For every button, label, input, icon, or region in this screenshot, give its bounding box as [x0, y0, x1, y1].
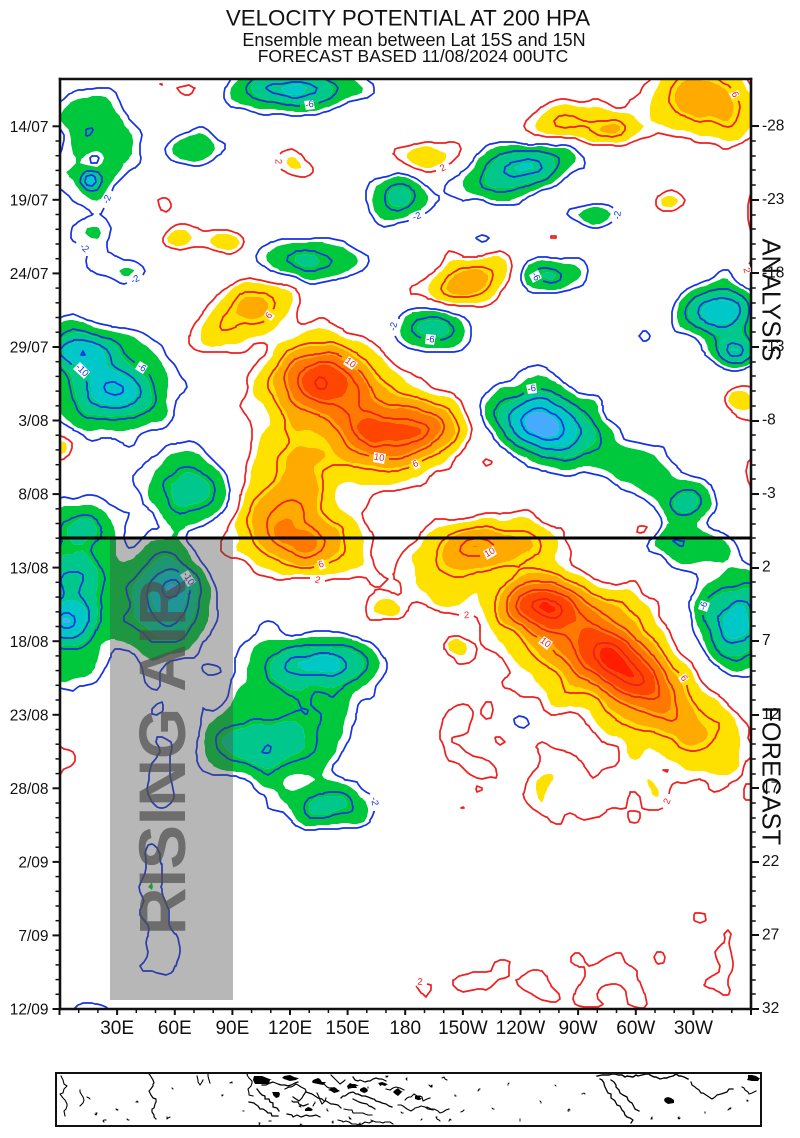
svg-text:-23: -23 — [762, 191, 784, 208]
svg-text:32: 32 — [762, 1000, 779, 1017]
svg-text:-2: -2 — [612, 210, 624, 220]
svg-text:-13: -13 — [762, 338, 784, 355]
svg-text:18/08: 18/08 — [10, 634, 49, 651]
svg-text:-6: -6 — [527, 383, 537, 395]
svg-text:12: 12 — [762, 706, 779, 723]
svg-text:FORECAST BASED 11/08/2024 00U: FORECAST BASED 11/08/2024 00UTC — [258, 46, 569, 66]
svg-text:2: 2 — [417, 977, 423, 988]
svg-text:2: 2 — [762, 559, 771, 576]
svg-text:2: 2 — [740, 266, 752, 274]
svg-text:23/08: 23/08 — [10, 707, 49, 724]
svg-text:120W: 120W — [496, 1018, 546, 1039]
svg-text:150W: 150W — [438, 1018, 488, 1039]
svg-text:28/08: 28/08 — [10, 781, 49, 798]
svg-text:Ensemble mean between Lat 15S: Ensemble mean between Lat 15S and 15N — [242, 30, 585, 50]
svg-text:-2: -2 — [368, 796, 380, 806]
svg-text:6: 6 — [263, 310, 275, 321]
svg-text:10: 10 — [483, 545, 498, 560]
svg-text:3/08: 3/08 — [18, 413, 48, 430]
svg-text:17: 17 — [762, 779, 779, 796]
svg-text:-18: -18 — [762, 264, 784, 281]
svg-text:-2: -2 — [101, 193, 114, 205]
svg-text:60W: 60W — [616, 1018, 655, 1039]
svg-text:-2: -2 — [411, 210, 423, 223]
svg-text:180: 180 — [389, 1018, 421, 1039]
svg-text:-6: -6 — [426, 334, 436, 346]
svg-text:-3: -3 — [762, 485, 776, 502]
svg-text:2: 2 — [272, 159, 283, 165]
svg-text:-8: -8 — [762, 412, 776, 429]
svg-text:27: 27 — [762, 926, 779, 943]
svg-text:10: 10 — [373, 452, 385, 465]
svg-text:30E: 30E — [100, 1018, 134, 1039]
svg-text:8/08: 8/08 — [18, 487, 48, 504]
svg-text:2: 2 — [661, 797, 673, 806]
svg-text:29/07: 29/07 — [10, 340, 49, 357]
svg-text:2/09: 2/09 — [18, 855, 48, 872]
svg-text:2: 2 — [464, 610, 470, 621]
svg-text:2: 2 — [314, 575, 322, 587]
svg-text:60E: 60E — [158, 1018, 192, 1039]
svg-text:120E: 120E — [268, 1018, 312, 1039]
svg-text:-28: -28 — [762, 117, 784, 134]
svg-text:14/07: 14/07 — [10, 119, 49, 136]
svg-text:150E: 150E — [325, 1018, 369, 1039]
svg-text:90E: 90E — [215, 1018, 249, 1039]
svg-text:FORECAST: FORECAST — [756, 706, 784, 845]
svg-text:-6: -6 — [697, 600, 710, 611]
svg-text:6: 6 — [317, 559, 325, 571]
svg-text:22: 22 — [762, 853, 779, 870]
svg-text:7/09: 7/09 — [18, 928, 48, 945]
svg-text:19/07: 19/07 — [10, 193, 49, 210]
svg-text:24/07: 24/07 — [10, 266, 49, 283]
svg-text:90W: 90W — [559, 1018, 598, 1039]
svg-text:6: 6 — [411, 458, 421, 470]
svg-text:12/09: 12/09 — [10, 1002, 49, 1019]
svg-text:-6: -6 — [305, 99, 315, 111]
svg-text:ANALYSIS: ANALYSIS — [756, 239, 784, 362]
svg-text:VELOCITY POTENTIAL AT 200 HPA: VELOCITY POTENTIAL AT 200 HPA — [226, 5, 590, 30]
svg-text:2: 2 — [438, 162, 448, 174]
svg-text:-2: -2 — [388, 321, 401, 332]
svg-text:7: 7 — [762, 632, 771, 649]
svg-text:RISING AIR: RISING AIR — [125, 578, 199, 935]
svg-text:6: 6 — [678, 673, 690, 683]
svg-text:13/08: 13/08 — [10, 560, 49, 577]
svg-text:30W: 30W — [674, 1018, 713, 1039]
svg-text:6: 6 — [729, 90, 741, 100]
